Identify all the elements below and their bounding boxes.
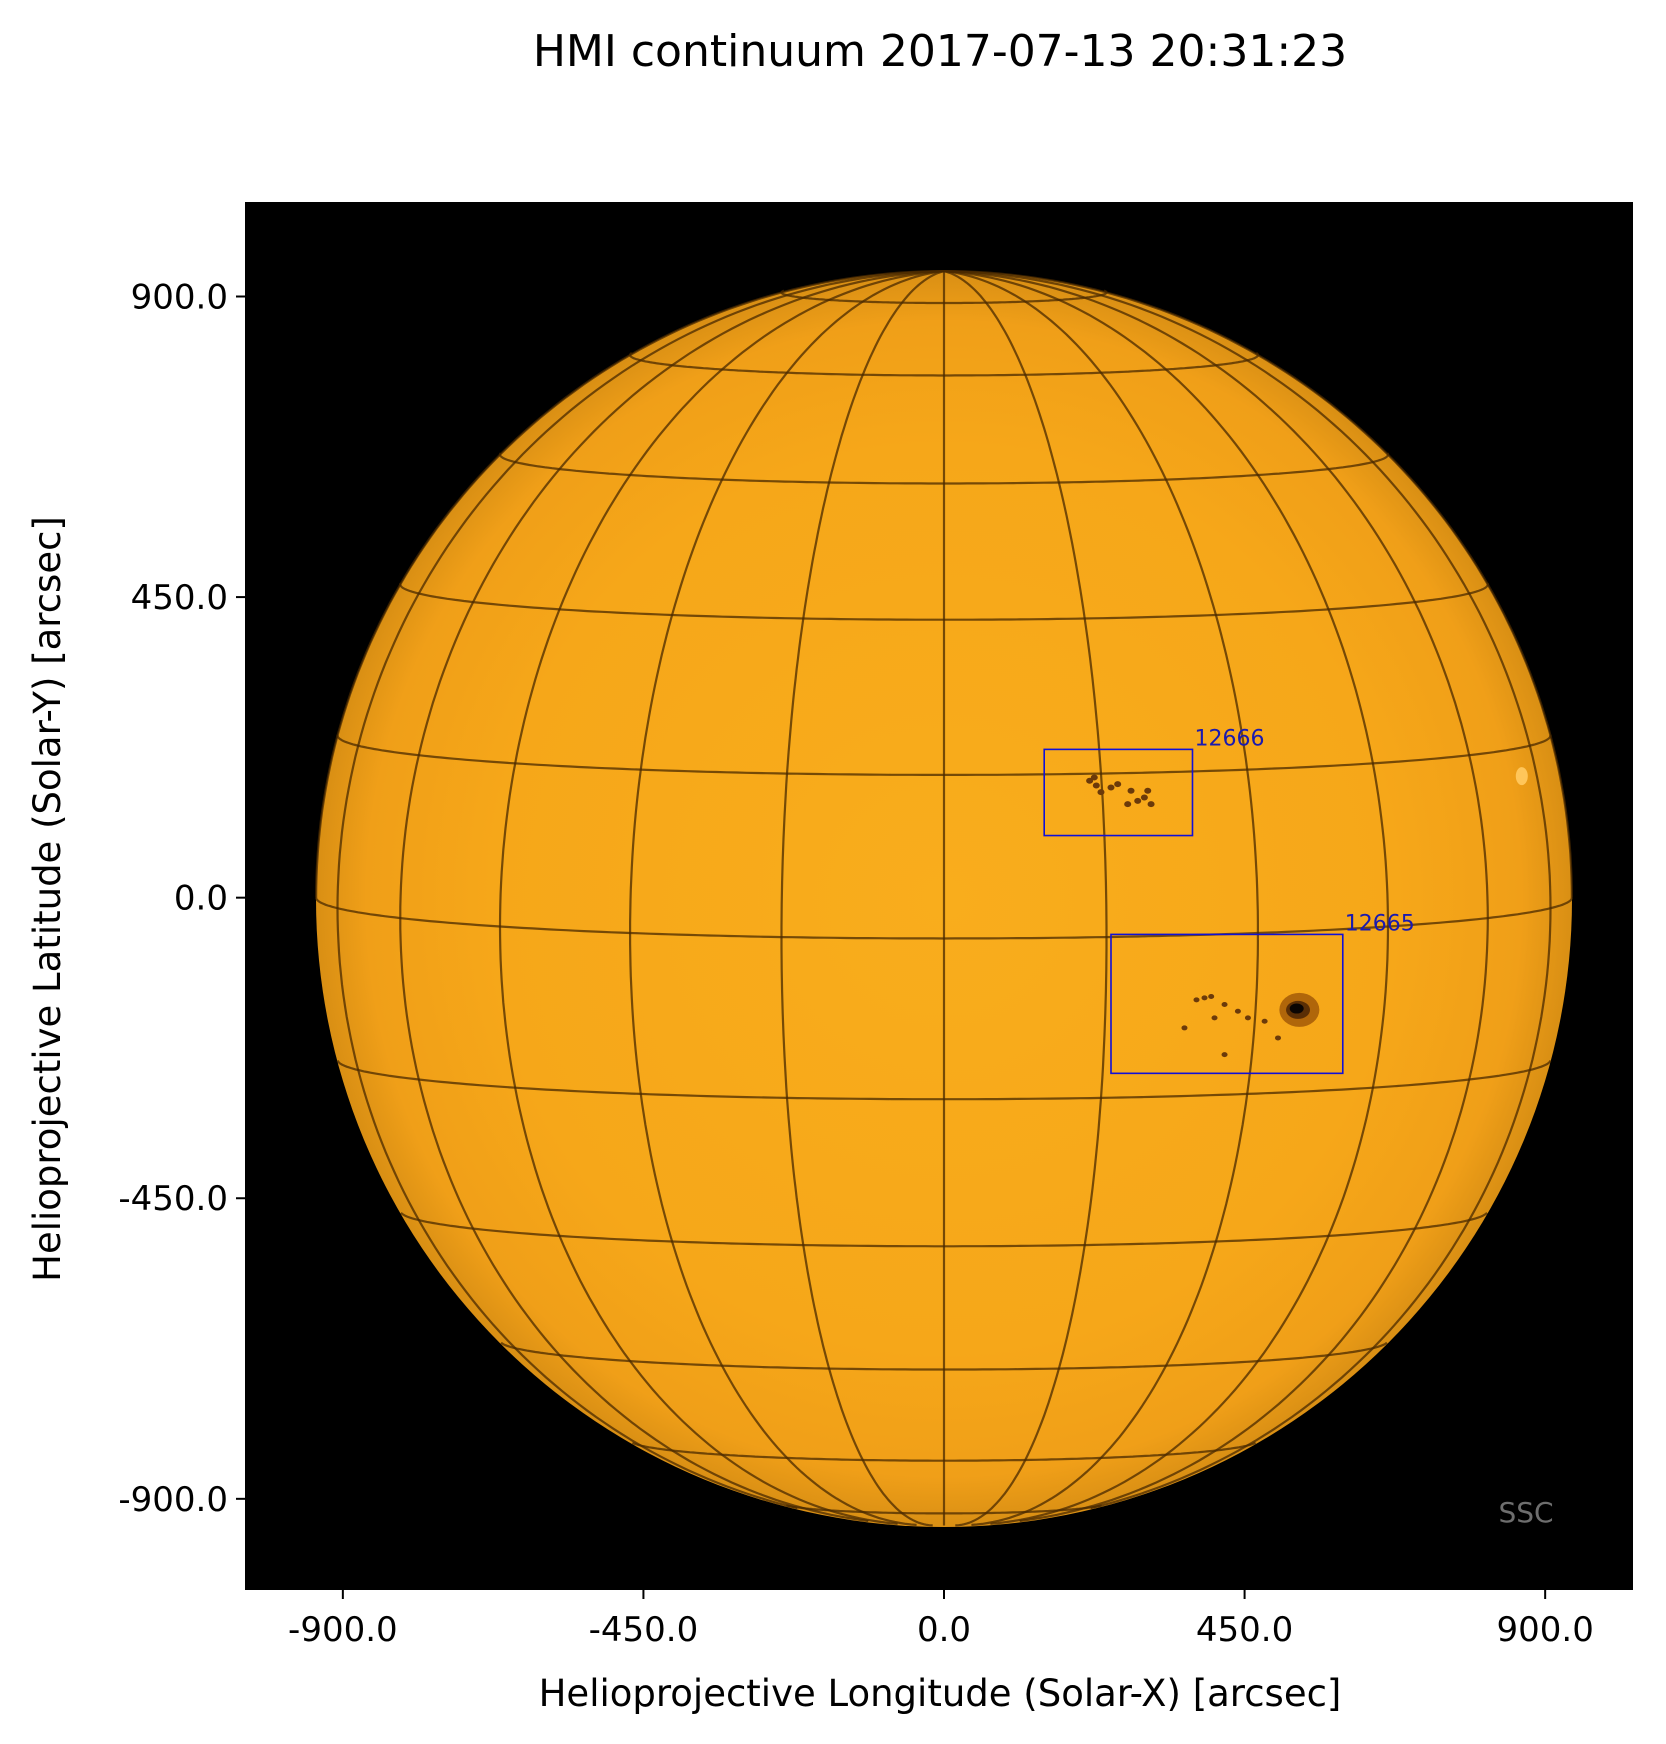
grid-meridian xyxy=(943,270,1390,1525)
sunspot-pore xyxy=(1134,797,1142,804)
sunspot-pore xyxy=(1114,781,1122,788)
y-tick-label: 900.0 xyxy=(131,278,228,318)
y-axis-label: Helioprojective Latitude (Solar-Y) [arcs… xyxy=(26,516,69,1282)
solar-disk-group xyxy=(315,270,1573,1527)
grid-meridian xyxy=(399,270,945,1523)
sunspot-pore xyxy=(1090,774,1098,781)
y-axis: 900.0 450.0 0.0 -450.0 -900.0 xyxy=(118,278,246,1520)
grid-meridian xyxy=(498,270,945,1525)
sunspot-pore xyxy=(1221,1052,1228,1058)
sunspot-pore xyxy=(1092,782,1100,789)
grid-parallel xyxy=(629,351,1259,377)
x-axis-label: Helioprojective Longitude (Solar-X) [arc… xyxy=(539,1672,1342,1715)
grid-parallel xyxy=(336,734,1552,776)
grid-meridian xyxy=(943,270,1489,1523)
heliographic-grid xyxy=(315,270,1573,1527)
x-tick-label: -450.0 xyxy=(589,1610,699,1650)
grid-meridian xyxy=(336,270,945,1510)
grid-parallel xyxy=(315,897,1573,940)
grid-parallel xyxy=(500,1341,1388,1371)
sunspot-umbra xyxy=(1289,1003,1304,1014)
facula xyxy=(1515,767,1528,786)
sunspot-pore xyxy=(1274,1035,1281,1041)
sunspot-pore xyxy=(1127,787,1135,794)
sunspot-pore xyxy=(1201,995,1208,1001)
grid-meridian xyxy=(629,270,945,1526)
watermark-text: SSC xyxy=(1498,1496,1553,1529)
sunspot-pore xyxy=(1221,1002,1228,1008)
grid-parallel xyxy=(498,452,1390,485)
sunspot-pore xyxy=(1244,1015,1251,1021)
grid-parallel xyxy=(780,289,1108,305)
y-tick-label: 0.0 xyxy=(174,879,228,919)
sunspot-pore xyxy=(1193,997,1200,1003)
plot-frame xyxy=(245,202,1633,1590)
grid-parallel xyxy=(785,1504,1103,1515)
grid-meridian xyxy=(780,270,945,1527)
sunspot-pore xyxy=(1140,794,1148,801)
sunspot-pore xyxy=(1144,787,1152,794)
x-tick-label: 0.0 xyxy=(917,1610,971,1650)
y-tick-label: -450.0 xyxy=(118,1179,228,1219)
region-box-12665 xyxy=(1110,933,1344,1075)
sunspot-pore xyxy=(1147,801,1155,808)
x-tick-label: 450.0 xyxy=(1196,1610,1293,1650)
sunspot-pore xyxy=(1086,777,1094,784)
grid-parallel xyxy=(400,1212,1488,1248)
sunspot-pore xyxy=(1208,994,1215,1000)
grid-parallel xyxy=(399,582,1489,621)
sunspots xyxy=(1086,767,1528,1058)
y-tick-label: -900.0 xyxy=(118,1480,228,1520)
grid-meridian xyxy=(943,270,1259,1526)
y-tick-label: 450.0 xyxy=(131,578,228,618)
grid-meridian xyxy=(943,270,1552,1510)
region-label-12666: 12666 xyxy=(1194,726,1264,751)
x-tick-label: -900.0 xyxy=(288,1610,398,1650)
sunspot-pore xyxy=(1261,1018,1268,1024)
grid-parallel xyxy=(631,1441,1257,1462)
sunspot-pore xyxy=(1124,801,1132,808)
sunspot-pore xyxy=(1107,784,1115,791)
sunspot-pore xyxy=(1097,789,1105,796)
active-regions: 12666 12665 xyxy=(1043,726,1415,1075)
grid-meridian xyxy=(943,270,1108,1527)
sunspot-pore xyxy=(1181,1025,1188,1031)
x-axis: -900.0 -450.0 0.0 450.0 900.0 xyxy=(288,1589,1594,1650)
x-tick-label: 900.0 xyxy=(1496,1610,1593,1650)
region-label-12665: 12665 xyxy=(1345,911,1415,936)
grid-parallel xyxy=(336,1060,1552,1101)
sunspot-pore xyxy=(1211,1015,1218,1021)
region-box-12666 xyxy=(1043,748,1194,837)
figure-title: HMI continuum 2017-07-13 20:31:23 xyxy=(533,26,1347,77)
sunspot-pore xyxy=(1234,1008,1241,1014)
